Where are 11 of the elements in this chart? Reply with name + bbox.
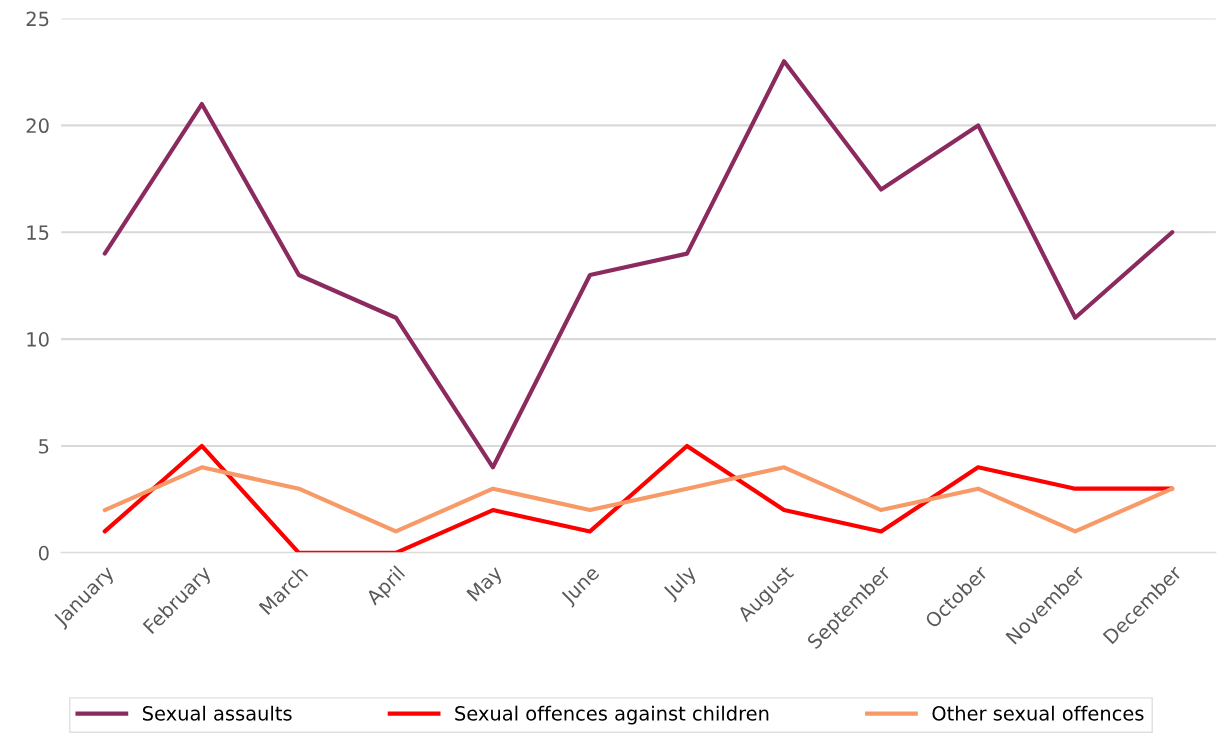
- y-tick-label: 20: [26, 118, 49, 134]
- y-tick-label: 5: [39, 439, 49, 454]
- y-tick-label: 15: [27, 225, 49, 240]
- y-tick-label: 25: [26, 11, 49, 27]
- legend-label: Other sexual offences: [932, 705, 1144, 721]
- y-tick-label: 10: [27, 332, 49, 347]
- line-series: [102, 59, 1175, 470]
- legend-label: Sexual assaults: [142, 705, 292, 721]
- legend-label: Sexual offences against children: [455, 705, 769, 725]
- line-series: [102, 465, 1175, 534]
- y-tick-label: 0: [38, 545, 49, 561]
